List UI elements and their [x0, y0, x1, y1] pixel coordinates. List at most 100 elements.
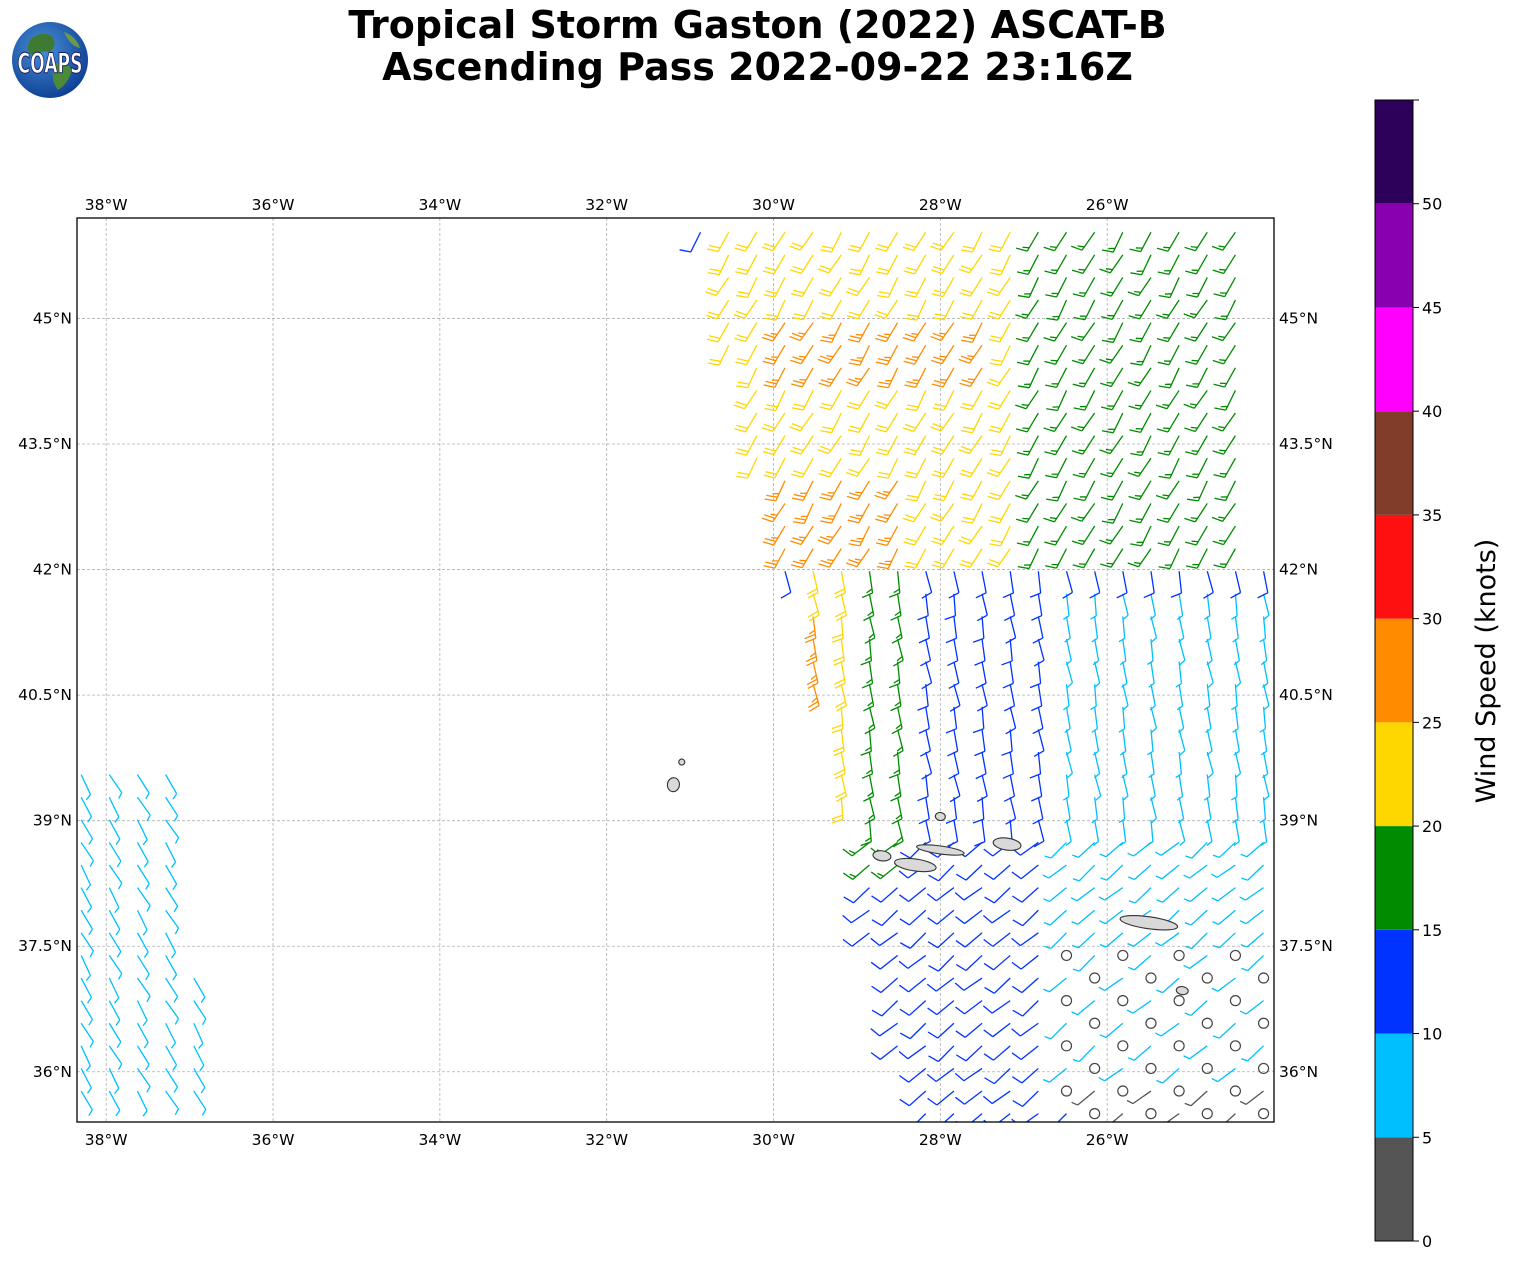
- wind-barb: [1072, 277, 1096, 298]
- wind-barb: [1186, 367, 1208, 389]
- lat-tick-label-right: 45°N: [1279, 309, 1318, 327]
- wind-barb: [899, 909, 927, 926]
- wind-barb: [1011, 1067, 1039, 1084]
- wind-barb: [1206, 661, 1214, 688]
- calm-wind-circle: [1145, 1062, 1157, 1075]
- wind-barb: [875, 525, 899, 547]
- wind-barb: [899, 1022, 927, 1040]
- wind-barb: [904, 548, 927, 569]
- wind-barb: [108, 977, 120, 1004]
- wind-barb: [960, 390, 983, 411]
- wind-barb: [820, 231, 842, 253]
- wind-barb: [899, 887, 927, 903]
- wind-barb: [1099, 344, 1124, 364]
- wind-barb: [1011, 864, 1039, 880]
- wind-barb: [976, 593, 988, 622]
- wind-barb: [1225, 1113, 1236, 1122]
- wind-barb: [1240, 932, 1264, 948]
- wind-barb: [1158, 548, 1180, 570]
- wind-barb: [1031, 774, 1043, 802]
- wind-barb: [875, 412, 899, 433]
- wind-barb: [763, 548, 786, 569]
- wind-barb: [1212, 909, 1236, 925]
- wind-barb: [1203, 684, 1211, 711]
- wind-barb: [1206, 638, 1213, 666]
- wind-barb: [736, 367, 758, 389]
- wind-barb: [1185, 435, 1208, 456]
- wind-barb: [926, 977, 955, 992]
- calm-wind-circle: [1089, 1017, 1101, 1029]
- lon-tick-label-top: 34°W: [418, 196, 461, 214]
- colorbar-segment: [1375, 514, 1413, 619]
- lon-tick-label-bottom: 38°W: [85, 1131, 128, 1149]
- wind-barb: [1072, 1045, 1096, 1063]
- wind-barb: [136, 977, 151, 1003]
- wind-barb: [736, 457, 758, 479]
- wind-barb: [903, 344, 927, 365]
- wind-barb: [805, 638, 818, 667]
- colorbar-segment: [1375, 411, 1413, 515]
- wind-barb: [1261, 751, 1269, 779]
- wind-barb: [1099, 525, 1124, 545]
- wind-barb: [974, 729, 986, 757]
- wind-barb: [789, 322, 814, 342]
- wind-barb: [902, 322, 927, 342]
- wind-barb: [1240, 841, 1264, 858]
- wind-barb: [1044, 932, 1067, 950]
- wind-barb: [108, 864, 123, 890]
- wind-barb: [955, 1045, 983, 1062]
- wind-barb: [1184, 322, 1208, 342]
- wind-barb: [1016, 254, 1039, 275]
- wind-barb: [1230, 684, 1238, 711]
- wind-barb: [835, 774, 847, 803]
- wind-barb: [136, 1090, 148, 1117]
- wind-barb: [931, 367, 955, 388]
- wind-barb: [193, 1090, 207, 1116]
- wind-barb: [1156, 231, 1180, 252]
- wind-barb: [931, 457, 955, 478]
- wind-barb: [1045, 367, 1068, 389]
- island-outline: [916, 844, 965, 856]
- wind-barb: [931, 548, 955, 569]
- wind-barb: [1119, 638, 1127, 666]
- wind-barb: [1158, 457, 1180, 479]
- wind-barb: [1148, 661, 1155, 688]
- wind-barb: [1031, 684, 1043, 712]
- wind-barb: [1121, 661, 1128, 688]
- wind-barb: [1005, 706, 1017, 735]
- wind-barb: [1178, 638, 1186, 666]
- wind-barb: [863, 774, 875, 802]
- wind-barb: [735, 254, 758, 275]
- wind-barb: [763, 367, 786, 388]
- wind-barb: [1044, 344, 1068, 365]
- wind-barb: [1071, 525, 1096, 546]
- colorbar-segment: [1375, 722, 1413, 827]
- wind-barb: [108, 932, 122, 958]
- wind-barb: [1262, 661, 1269, 688]
- wind-barb: [1150, 616, 1158, 643]
- wind-barb: [1129, 322, 1152, 343]
- wind-barb: [1203, 593, 1211, 620]
- wind-barb: [888, 571, 901, 598]
- wind-barb: [761, 231, 786, 252]
- wind-barb: [959, 367, 983, 388]
- calm-wind-circle: [1173, 995, 1185, 1007]
- wind-barb: [1065, 751, 1073, 779]
- wind-barb: [1043, 909, 1067, 926]
- calm-wind-circle: [1229, 1040, 1242, 1052]
- wind-barb: [847, 322, 871, 343]
- wind-barb: [1012, 1000, 1039, 1017]
- wind-barb: [817, 254, 842, 274]
- wind-barb: [1065, 638, 1072, 666]
- wind-barb: [960, 480, 983, 501]
- wind-barb: [1212, 525, 1236, 546]
- lon-tick-label-bottom: 34°W: [418, 1131, 461, 1149]
- wind-barb: [1178, 616, 1185, 643]
- wind-barb: [983, 1113, 1011, 1122]
- colorbar: 0 5 10 15 20 25 30 35 40 45 50: [1374, 99, 1442, 1251]
- wind-barb: [1156, 503, 1180, 523]
- calm-wind-circle: [1117, 1040, 1129, 1052]
- colorbar-tick-label: 25: [1422, 713, 1442, 732]
- wind-barb: [899, 1090, 927, 1107]
- wind-barb: [1143, 571, 1155, 599]
